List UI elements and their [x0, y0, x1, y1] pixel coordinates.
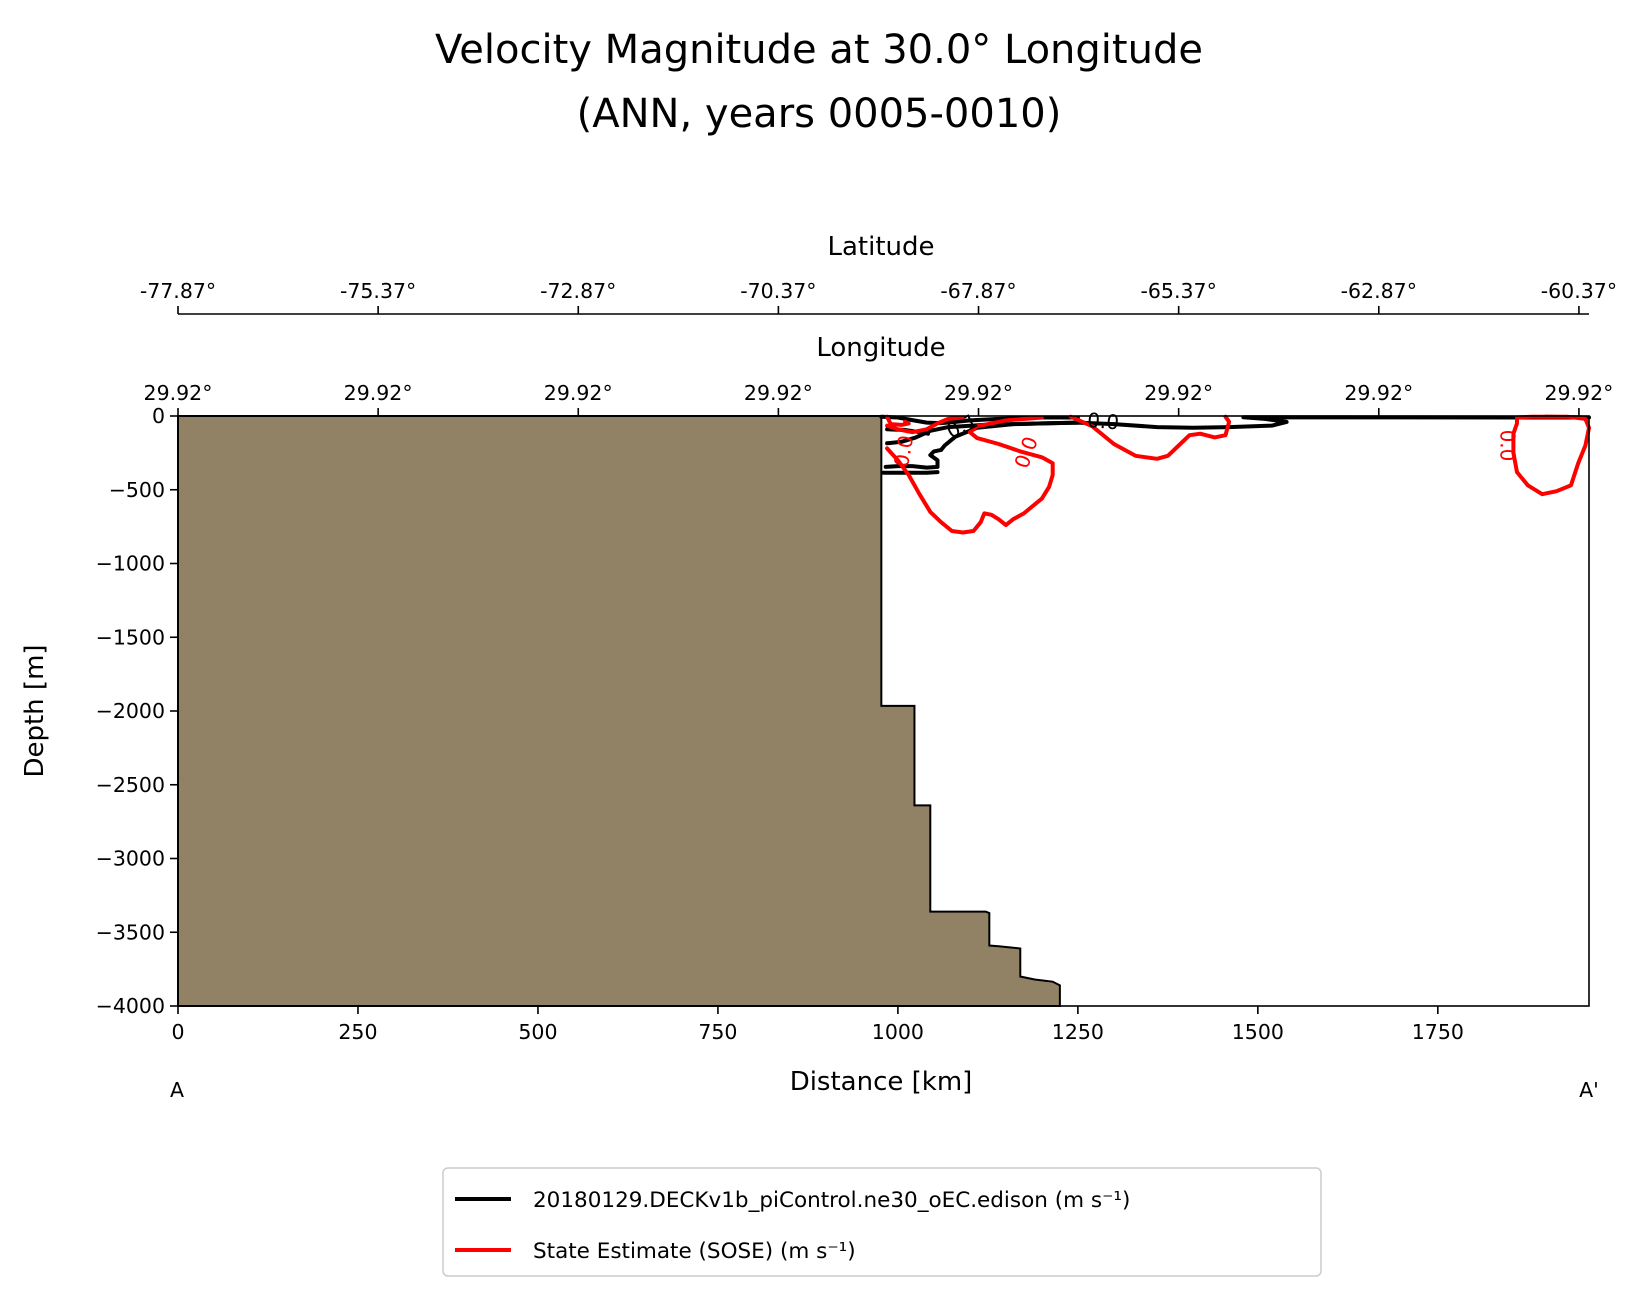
model-contour-4 — [1111, 415, 1584, 430]
x-axis: 0 250 500 750 1000 1250 1500 1750 — [171, 1006, 1464, 1044]
section-start-label: A — [170, 1078, 184, 1102]
sose-contour-2 — [885, 446, 1044, 535]
sose-contour-1 — [885, 415, 965, 435]
chart-title: Velocity Magnitude at 30.0° Longitude — [435, 27, 1203, 73]
latitude-tick-label-4: -67.87° — [940, 279, 1016, 303]
y-axis-label: Depth [m] — [20, 644, 50, 777]
latitude-tick-label-6: -62.87° — [1341, 279, 1417, 303]
bathymetry-fill — [177, 415, 1061, 1007]
longitude-tick-label-7: 29.92° — [1544, 381, 1613, 405]
latitude-axis: -77.87° -75.37° -72.87° -70.37° -67.87° -65.3… — [140, 279, 1617, 314]
y-tick-label-4: −2000 — [96, 699, 165, 723]
x-tick-label-4: 1000 — [872, 1020, 924, 1044]
model-contour-6 — [939, 420, 1080, 452]
latitude-tick-label-5: -65.37° — [1140, 279, 1216, 303]
chart-subtitle: (ANN, years 0005-0010) — [577, 91, 1062, 137]
x-tick-label-6: 1500 — [1232, 1020, 1284, 1044]
sose-contour-label-2: 0.0 — [1496, 430, 1520, 462]
x-tick-label-1: 250 — [338, 1020, 377, 1044]
model-contour-0 — [879, 414, 972, 426]
sose-contour-label-0: 0.0 — [1009, 433, 1042, 471]
legend: 20180129.DECKv1b_piControl.ne30_oEC.edis… — [442, 1167, 1322, 1277]
section-end-label: A' — [1579, 1078, 1599, 1102]
longitude-tick-label-5: 29.92° — [1144, 381, 1213, 405]
y-tick-label-7: −3500 — [96, 920, 165, 944]
longitude-axis-label: Longitude — [816, 333, 945, 363]
sose-contours — [885, 414, 1591, 535]
latitude-tick-label-3: -70.37° — [740, 279, 816, 303]
x-tick-label-3: 750 — [698, 1020, 737, 1044]
sose-contour-3 — [967, 415, 1055, 501]
model-contour-label-0: 0.0 — [1086, 408, 1120, 435]
longitude-tick-label-1: 29.92° — [344, 381, 413, 405]
y-tick-label-6: −3000 — [96, 847, 165, 871]
x-tick-label-5: 1250 — [1052, 1020, 1104, 1044]
legend-box — [442, 1167, 1322, 1277]
y-axis: 0 −500 −1000 −1500 −2000 −2500 −3000 −3500 −4000 — [96, 404, 178, 1018]
y-tick-label-5: −2500 — [96, 773, 165, 797]
y-tick-label-1: −500 — [109, 478, 165, 502]
sose-contour-4 — [1068, 414, 1232, 461]
latitude-axis-label: Latitude — [827, 232, 934, 262]
longitude-tick-label-0: 29.92° — [144, 381, 213, 405]
latitude-tick-label-7: -60.37° — [1541, 279, 1617, 303]
y-tick-label-3: −1500 — [96, 625, 165, 649]
y-tick-label-0: 0 — [152, 404, 165, 428]
longitude-tick-label-6: 29.92° — [1344, 381, 1413, 405]
y-tick-label-2: −1000 — [96, 552, 165, 576]
longitude-axis: 29.92° 29.92° 29.92° 29.92° 29.92° 29.92° 29.9… — [144, 381, 1613, 416]
longitude-tick-label-2: 29.92° — [544, 381, 613, 405]
sose-contour-0 — [885, 414, 911, 427]
longitude-tick-label-4: 29.92° — [944, 381, 1013, 405]
x-tick-label-2: 500 — [518, 1020, 557, 1044]
latitude-tick-label-2: -72.87° — [540, 279, 616, 303]
latitude-tick-label-0: -77.87° — [140, 279, 216, 303]
sose-contour-5 — [1511, 414, 1591, 497]
legend-label-model: 20180129.DECKv1b_piControl.ne30_oEC.edis… — [533, 1188, 1130, 1213]
plot-area: 0.00.10.00.0 0.0 — [177, 408, 1591, 1007]
y-tick-label-8: −4000 — [96, 994, 165, 1018]
x-tick-label-7: 1750 — [1412, 1020, 1464, 1044]
model-contour-7 — [881, 470, 940, 475]
x-axis-label: Distance [km] — [790, 1067, 973, 1097]
legend-label-sose: State Estimate (SOSE) (m s⁻¹) — [533, 1239, 856, 1264]
longitude-tick-label-3: 29.92° — [744, 381, 813, 405]
latitude-tick-label-1: -75.37° — [340, 279, 416, 303]
x-tick-label-0: 0 — [171, 1020, 184, 1044]
sose-contour-label-1: 0.0 — [889, 433, 918, 468]
